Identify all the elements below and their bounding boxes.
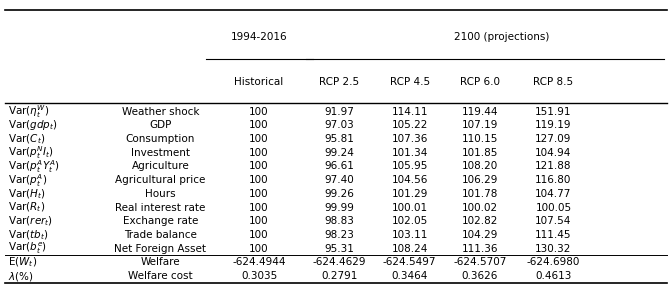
Text: 100: 100 bbox=[249, 202, 269, 213]
Text: Var($R_t$): Var($R_t$) bbox=[8, 201, 45, 214]
Text: Var($rer_t$): Var($rer_t$) bbox=[8, 214, 53, 228]
Text: 0.3626: 0.3626 bbox=[462, 271, 498, 281]
Text: 114.11: 114.11 bbox=[391, 107, 428, 117]
Text: 100: 100 bbox=[249, 175, 269, 185]
Text: 105.22: 105.22 bbox=[391, 120, 428, 130]
Text: RCP 8.5: RCP 8.5 bbox=[534, 77, 574, 87]
Text: 99.99: 99.99 bbox=[325, 202, 354, 213]
Text: 111.36: 111.36 bbox=[462, 244, 498, 254]
Text: 99.26: 99.26 bbox=[325, 189, 354, 199]
Text: 0.3035: 0.3035 bbox=[241, 271, 277, 281]
Text: 100.02: 100.02 bbox=[462, 202, 498, 213]
Text: 104.56: 104.56 bbox=[391, 175, 428, 185]
Text: -624.4944: -624.4944 bbox=[233, 257, 286, 267]
Text: 101.29: 101.29 bbox=[391, 189, 428, 199]
Text: 106.29: 106.29 bbox=[462, 175, 498, 185]
Text: 119.19: 119.19 bbox=[535, 120, 572, 130]
Text: 100: 100 bbox=[249, 134, 269, 144]
Text: 91.97: 91.97 bbox=[325, 107, 354, 117]
Text: 95.81: 95.81 bbox=[325, 134, 354, 144]
Text: 127.09: 127.09 bbox=[536, 134, 572, 144]
Text: 97.03: 97.03 bbox=[325, 120, 354, 130]
Text: -624.4629: -624.4629 bbox=[312, 257, 366, 267]
Text: RCP 6.0: RCP 6.0 bbox=[460, 77, 500, 87]
Text: Var($b_t^e$): Var($b_t^e$) bbox=[8, 241, 47, 256]
Text: Historical: Historical bbox=[235, 77, 284, 87]
Text: 100: 100 bbox=[249, 244, 269, 254]
Text: 110.15: 110.15 bbox=[462, 134, 498, 144]
Text: -624.6980: -624.6980 bbox=[527, 257, 580, 267]
Text: -624.5497: -624.5497 bbox=[383, 257, 436, 267]
Text: 116.80: 116.80 bbox=[536, 175, 572, 185]
Text: Var($H_t$): Var($H_t$) bbox=[8, 187, 46, 201]
Text: 100: 100 bbox=[249, 162, 269, 171]
Text: 108.20: 108.20 bbox=[462, 162, 498, 171]
Text: 0.2791: 0.2791 bbox=[321, 271, 358, 281]
Text: Var($tb_t$): Var($tb_t$) bbox=[8, 228, 49, 242]
Text: 111.45: 111.45 bbox=[535, 230, 572, 240]
Text: 102.82: 102.82 bbox=[462, 216, 498, 226]
Text: Welfare: Welfare bbox=[140, 257, 180, 267]
Text: 96.61: 96.61 bbox=[325, 162, 354, 171]
Text: 100: 100 bbox=[249, 216, 269, 226]
Text: 2100 (projections): 2100 (projections) bbox=[454, 32, 549, 42]
Text: 151.91: 151.91 bbox=[535, 107, 572, 117]
Text: 98.83: 98.83 bbox=[325, 216, 354, 226]
Text: 107.19: 107.19 bbox=[462, 120, 498, 130]
Text: Hours: Hours bbox=[145, 189, 175, 199]
Text: 104.29: 104.29 bbox=[462, 230, 498, 240]
Text: Welfare cost: Welfare cost bbox=[128, 271, 193, 281]
Text: Var($p_t^A$): Var($p_t^A$) bbox=[8, 172, 47, 188]
Text: 104.94: 104.94 bbox=[536, 148, 572, 158]
Text: 101.34: 101.34 bbox=[391, 148, 428, 158]
Text: $\lambda$(%): $\lambda$(%) bbox=[8, 269, 34, 282]
Text: 107.36: 107.36 bbox=[391, 134, 428, 144]
Text: 95.31: 95.31 bbox=[325, 244, 354, 254]
Text: 1994-2016: 1994-2016 bbox=[230, 32, 288, 42]
Text: Var($C_t$): Var($C_t$) bbox=[8, 132, 45, 146]
Text: Var($gdp_t$): Var($gdp_t$) bbox=[8, 118, 58, 132]
Text: 105.95: 105.95 bbox=[391, 162, 428, 171]
Text: RCP 2.5: RCP 2.5 bbox=[319, 77, 360, 87]
Text: Real interest rate: Real interest rate bbox=[115, 202, 206, 213]
Text: 103.11: 103.11 bbox=[391, 230, 428, 240]
Text: E($W_t$): E($W_t$) bbox=[8, 255, 37, 269]
Text: Exchange rate: Exchange rate bbox=[123, 216, 198, 226]
Text: 101.78: 101.78 bbox=[462, 189, 498, 199]
Text: 100.05: 100.05 bbox=[536, 202, 572, 213]
Text: 100: 100 bbox=[249, 120, 269, 130]
Text: 121.88: 121.88 bbox=[535, 162, 572, 171]
Text: Net Foreign Asset: Net Foreign Asset bbox=[114, 244, 206, 254]
Text: 107.54: 107.54 bbox=[536, 216, 572, 226]
Text: 100.01: 100.01 bbox=[392, 202, 427, 213]
Text: 0.3464: 0.3464 bbox=[391, 271, 428, 281]
Text: 130.32: 130.32 bbox=[536, 244, 572, 254]
Text: Investment: Investment bbox=[131, 148, 190, 158]
Text: RCP 4.5: RCP 4.5 bbox=[390, 77, 429, 87]
Text: 0.4613: 0.4613 bbox=[536, 271, 572, 281]
Text: 108.24: 108.24 bbox=[391, 244, 428, 254]
Text: 99.24: 99.24 bbox=[325, 148, 354, 158]
Text: 100: 100 bbox=[249, 189, 269, 199]
Text: Var($p_t^A Y_t^A$): Var($p_t^A Y_t^A$) bbox=[8, 158, 60, 175]
Text: Var($\eta_t^W$): Var($\eta_t^W$) bbox=[8, 103, 50, 120]
Text: Weather shock: Weather shock bbox=[122, 107, 199, 117]
Text: 100: 100 bbox=[249, 148, 269, 158]
Text: Consumption: Consumption bbox=[126, 134, 195, 144]
Text: 104.77: 104.77 bbox=[536, 189, 572, 199]
Text: 101.85: 101.85 bbox=[462, 148, 498, 158]
Text: Agriculture: Agriculture bbox=[132, 162, 190, 171]
Text: 100: 100 bbox=[249, 107, 269, 117]
Text: Agricultural price: Agricultural price bbox=[115, 175, 206, 185]
Text: 119.44: 119.44 bbox=[462, 107, 498, 117]
Text: GDP: GDP bbox=[149, 120, 171, 130]
Text: -624.5707: -624.5707 bbox=[453, 257, 507, 267]
Text: 98.23: 98.23 bbox=[325, 230, 354, 240]
Text: Var($p_t^N I_t$): Var($p_t^N I_t$) bbox=[8, 144, 54, 161]
Text: 97.40: 97.40 bbox=[325, 175, 354, 185]
Text: Trade balance: Trade balance bbox=[124, 230, 197, 240]
Text: 100: 100 bbox=[249, 230, 269, 240]
Text: 102.05: 102.05 bbox=[392, 216, 428, 226]
